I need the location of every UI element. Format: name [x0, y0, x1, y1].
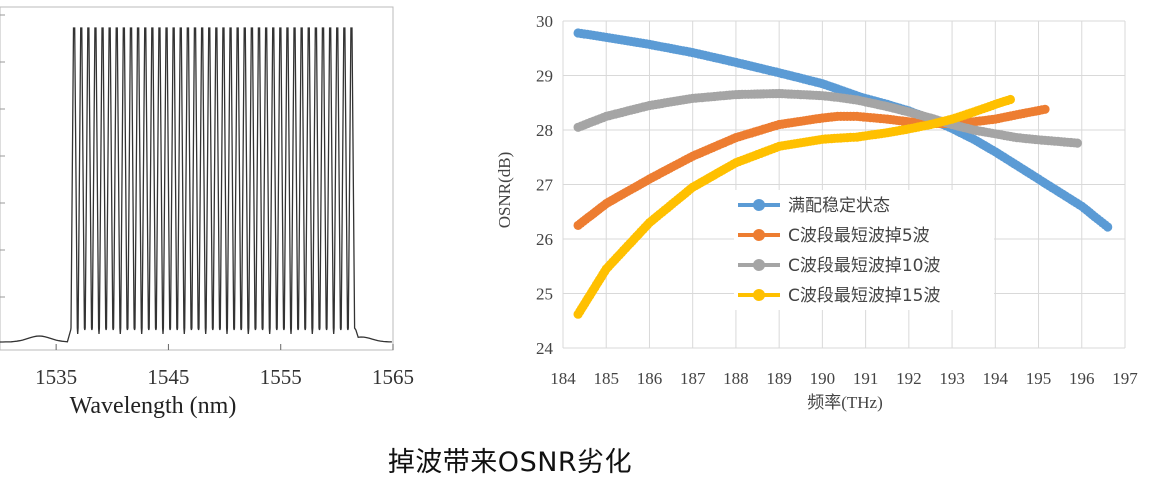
- osnr-x-ticks: 184 185 186 187 188 189 190 191 192 193 194 195 196 1…: [550, 369, 1138, 388]
- legend-label: C波段最短波掉15波: [788, 286, 941, 306]
- osnr-data-point: [1072, 138, 1082, 148]
- spectrum-x-tick-label: 1565: [372, 365, 414, 389]
- osnr-data-point: [1103, 222, 1113, 232]
- legend-label: 满配稳定状态: [788, 196, 890, 216]
- legend-marker: [753, 259, 765, 271]
- osnr-data-point: [1005, 94, 1016, 105]
- osnr-x-tick-label: 186: [637, 369, 663, 388]
- osnr-legend: 满配稳定状态 C波段最短波掉5波 C波段最短波掉10波 C波段最短波掉15波: [738, 196, 941, 306]
- osnr-x-tick-label: 192: [896, 369, 922, 388]
- osnr-x-axis-label: 频率(THz): [807, 393, 883, 412]
- osnr-x-tick-label: 197: [1112, 369, 1138, 388]
- osnr-x-tick-label: 196: [1069, 369, 1095, 388]
- legend-marker: [753, 199, 765, 211]
- osnr-x-tick-label: 188: [723, 369, 749, 388]
- spectrum-trace: [0, 27, 392, 343]
- osnr-x-tick-label: 189: [766, 369, 792, 388]
- osnr-x-tick-label: 187: [680, 369, 706, 388]
- osnr-y-tick-label: 25: [536, 285, 553, 304]
- legend-marker: [753, 289, 765, 301]
- osnr-series-group: [573, 28, 1113, 319]
- spectrum-x-ticks: 1535 1545 1555 1565: [35, 344, 414, 389]
- osnr-y-axis-label: OSNR(dB): [495, 152, 514, 229]
- figure-caption: 掉波带来OSNR劣化: [387, 447, 633, 478]
- legend-label: C波段最短波掉5波: [788, 226, 930, 246]
- spectrum-y-tick-marks: [0, 14, 5, 298]
- osnr-x-tick-label: 195: [1026, 369, 1052, 388]
- osnr-y-tick-label: 28: [536, 121, 553, 140]
- osnr-y-tick-label: 29: [536, 67, 553, 86]
- osnr-series-3: [573, 88, 1082, 148]
- legend-label: C波段最短波掉10波: [788, 256, 941, 276]
- spectrum-x-tick-label: 1535: [35, 365, 77, 389]
- osnr-x-tick-label: 185: [593, 369, 619, 388]
- legend-marker: [753, 229, 765, 241]
- osnr-x-tick-label: 193: [939, 369, 965, 388]
- osnr-data-point: [1040, 104, 1050, 114]
- spectrum-x-axis-label: Wavelength (nm): [70, 393, 237, 419]
- osnr-legend-background: [734, 190, 994, 310]
- osnr-x-tick-label: 194: [983, 369, 1009, 388]
- osnr-gridlines: [562, 20, 1126, 349]
- spectrum-x-tick-label: 1555: [260, 365, 302, 389]
- osnr-x-tick-label: 190: [810, 369, 836, 388]
- spectrum-x-tick-label: 1545: [147, 365, 189, 389]
- spectrum-plot-frame: [0, 6, 394, 351]
- osnr-y-tick-label: 24: [536, 339, 554, 358]
- osnr-y-tick-label: 27: [536, 176, 554, 195]
- osnr-y-tick-label: 26: [536, 230, 553, 249]
- osnr-y-tick-label: 30: [536, 12, 553, 31]
- osnr-y-ticks: 24 25 26 27 28 29 30: [536, 12, 554, 358]
- osnr-x-tick-label: 184: [550, 369, 576, 388]
- spectrum-chart: 1535 1545 1555 1565 Wavelength (nm): [0, 6, 414, 419]
- osnr-x-tick-label: 191: [853, 369, 879, 388]
- osnr-series-4: [573, 94, 1016, 319]
